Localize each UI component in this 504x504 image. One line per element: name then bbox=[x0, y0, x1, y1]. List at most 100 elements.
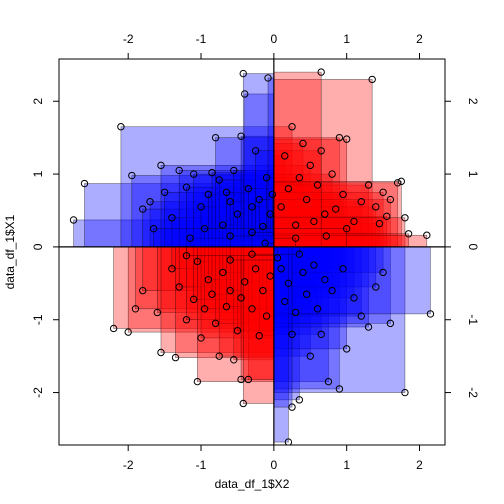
data-point-24 bbox=[241, 90, 249, 98]
data-point-138 bbox=[401, 388, 409, 397]
data-point-109 bbox=[237, 375, 245, 384]
data-point-70 bbox=[401, 214, 409, 222]
data-point-83 bbox=[171, 353, 180, 362]
data-point-110 bbox=[239, 399, 247, 408]
data-point-40 bbox=[277, 203, 285, 211]
quadrant-rect-73 bbox=[273, 71, 322, 248]
data-point-91 bbox=[208, 290, 216, 298]
data-point-77 bbox=[124, 328, 132, 336]
data-point-94 bbox=[219, 268, 227, 277]
data-point-131 bbox=[342, 345, 351, 353]
quadrant-rect-138 bbox=[273, 246, 406, 393]
data-point-78 bbox=[131, 305, 140, 313]
data-point-2 bbox=[117, 123, 125, 131]
data-point-106 bbox=[262, 312, 271, 320]
data-point-16 bbox=[211, 133, 220, 142]
quadrant-rect-139 bbox=[273, 246, 431, 315]
data-point-0 bbox=[69, 216, 78, 224]
data-point-88 bbox=[197, 334, 205, 342]
y-tick-label-left-4: 2 bbox=[31, 98, 45, 105]
data-point-55 bbox=[332, 205, 340, 213]
quadrant-rect-66 bbox=[273, 216, 388, 248]
quadrant-rect-135 bbox=[273, 246, 377, 288]
plot-area bbox=[59, 59, 445, 445]
data-point-12 bbox=[197, 203, 205, 211]
data-point-97 bbox=[230, 356, 238, 364]
data-point-22 bbox=[233, 210, 242, 218]
quadrant-rect-54 bbox=[273, 173, 333, 248]
data-point-140 bbox=[284, 438, 293, 445]
data-point-137 bbox=[386, 319, 395, 328]
data-point-51 bbox=[317, 147, 325, 155]
data-point-63 bbox=[372, 203, 380, 211]
x-tick-label-bottom-2: 0 bbox=[271, 458, 278, 472]
x-tick-label-bottom-3: 1 bbox=[343, 458, 350, 472]
data-point-112 bbox=[182, 251, 191, 260]
data-point-116 bbox=[284, 279, 293, 288]
y-tick-label-left-0: -2 bbox=[31, 387, 45, 398]
y-tick-label-left-3: 1 bbox=[31, 170, 45, 177]
data-point-92 bbox=[211, 319, 220, 328]
x-axis-title: data_df_1$X2 bbox=[215, 477, 290, 491]
quadrant-rect-93 bbox=[218, 246, 275, 357]
data-point-130 bbox=[339, 265, 347, 273]
data-point-79 bbox=[139, 286, 147, 295]
data-point-20 bbox=[226, 198, 234, 206]
x-tick-label-top-0: -2 bbox=[123, 32, 134, 46]
data-point-71 bbox=[404, 230, 413, 238]
data-point-73 bbox=[317, 68, 325, 76]
data-point-101 bbox=[244, 375, 253, 384]
x-tick-label-bottom-4: 2 bbox=[416, 458, 423, 472]
data-point-65 bbox=[379, 188, 387, 196]
data-point-117 bbox=[288, 330, 296, 338]
data-point-98 bbox=[233, 326, 242, 335]
data-point-119 bbox=[295, 396, 304, 404]
quadrant-rect-91 bbox=[211, 246, 275, 295]
data-point-66 bbox=[383, 212, 391, 221]
quadrant-rect-19 bbox=[226, 191, 275, 248]
data-point-50 bbox=[313, 181, 322, 189]
data-point-96 bbox=[226, 286, 234, 295]
data-point-139 bbox=[426, 310, 435, 318]
data-point-87 bbox=[193, 257, 202, 266]
data-point-105 bbox=[259, 286, 267, 295]
data-point-27 bbox=[248, 203, 256, 211]
data-point-36 bbox=[149, 224, 158, 233]
y-tick-label-right-2: 0 bbox=[466, 244, 480, 251]
data-point-21 bbox=[230, 166, 238, 175]
data-point-132 bbox=[350, 294, 358, 302]
data-point-14 bbox=[204, 190, 213, 199]
quadrant-rect-0 bbox=[73, 219, 275, 248]
data-point-37 bbox=[226, 232, 234, 240]
data-point-3 bbox=[128, 171, 136, 180]
data-point-129 bbox=[335, 385, 344, 393]
data-point-57 bbox=[339, 190, 347, 199]
data-point-11 bbox=[190, 170, 198, 178]
data-point-127 bbox=[324, 377, 333, 386]
data-point-47 bbox=[302, 195, 311, 204]
data-point-42 bbox=[284, 184, 293, 193]
data-point-34 bbox=[268, 190, 277, 199]
data-point-90 bbox=[204, 275, 213, 284]
quadrant-rect-81 bbox=[160, 246, 275, 353]
data-point-44 bbox=[291, 221, 300, 229]
data-point-13 bbox=[200, 224, 209, 233]
data-point-46 bbox=[299, 139, 307, 148]
data-point-136 bbox=[379, 268, 387, 277]
quadrant-rect-48 bbox=[273, 165, 311, 248]
data-point-120 bbox=[299, 268, 307, 277]
x-tick-label-bottom-0: -2 bbox=[123, 458, 134, 472]
data-point-143 bbox=[295, 250, 304, 258]
plot-frame bbox=[58, 58, 446, 446]
data-point-35 bbox=[186, 234, 194, 242]
data-point-33 bbox=[266, 210, 274, 218]
data-point-115 bbox=[281, 297, 289, 306]
data-point-100 bbox=[241, 278, 249, 286]
data-point-84 bbox=[175, 283, 183, 291]
data-point-7 bbox=[160, 188, 169, 196]
quadrant-rect-59 bbox=[273, 221, 355, 248]
data-point-9 bbox=[175, 166, 183, 175]
data-point-133 bbox=[357, 312, 365, 320]
data-point-29 bbox=[255, 195, 263, 204]
